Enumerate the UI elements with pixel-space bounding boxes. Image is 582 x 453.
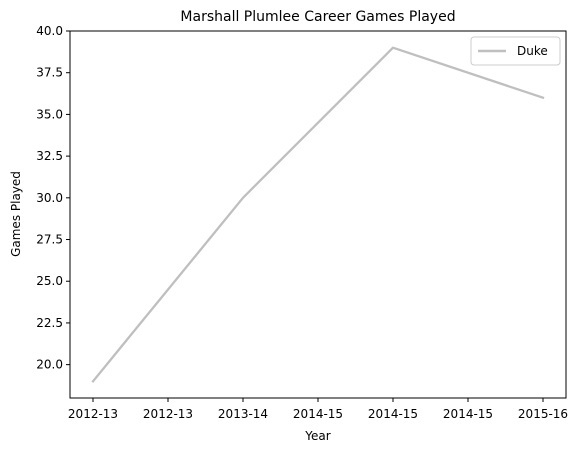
plot-frame [69, 30, 567, 399]
y-axis-ticks: 20.0 22.5 25.0 27.5 30.0 32.5 35.0 37.5 40.0 [36, 24, 70, 372]
series-line-duke [91, 46, 545, 383]
y-tick-label: 22.5 [36, 316, 63, 330]
y-tick-label: 35.0 [36, 107, 63, 121]
x-tick-label: 2012-13 [143, 407, 193, 421]
y-tick-label: 25.0 [36, 274, 63, 288]
y-tick-label: 40.0 [36, 24, 63, 38]
chart-title: Marshall Plumlee Career Games Played [180, 9, 455, 25]
y-tick-label: 32.5 [36, 149, 63, 163]
x-tick-label: 2014-15 [293, 407, 343, 421]
legend: Duke [470, 36, 561, 66]
y-tick-label: 37.5 [36, 66, 63, 80]
series-layer [91, 46, 545, 383]
y-axis-label: Games Played [9, 171, 23, 257]
plot-area [70, 31, 566, 398]
x-tick-label: 2012-13 [68, 407, 118, 421]
x-axis-ticks: 2012-13 2012-13 2013-14 2014-15 2014-15 2014-… [68, 398, 568, 421]
y-tick-label: 20.0 [36, 358, 63, 372]
x-tick-label: 2014-15 [443, 407, 493, 421]
x-tick-label: 2015-16 [518, 407, 568, 421]
legend-box [470, 36, 561, 66]
y-tick-label: 27.5 [36, 233, 63, 247]
x-axis-label: Year [304, 429, 330, 443]
x-tick-label: 2014-15 [368, 407, 418, 421]
x-tick-label: 2013-14 [218, 407, 268, 421]
y-tick-label: 30.0 [36, 191, 63, 205]
legend-label-duke: Duke [517, 44, 548, 58]
